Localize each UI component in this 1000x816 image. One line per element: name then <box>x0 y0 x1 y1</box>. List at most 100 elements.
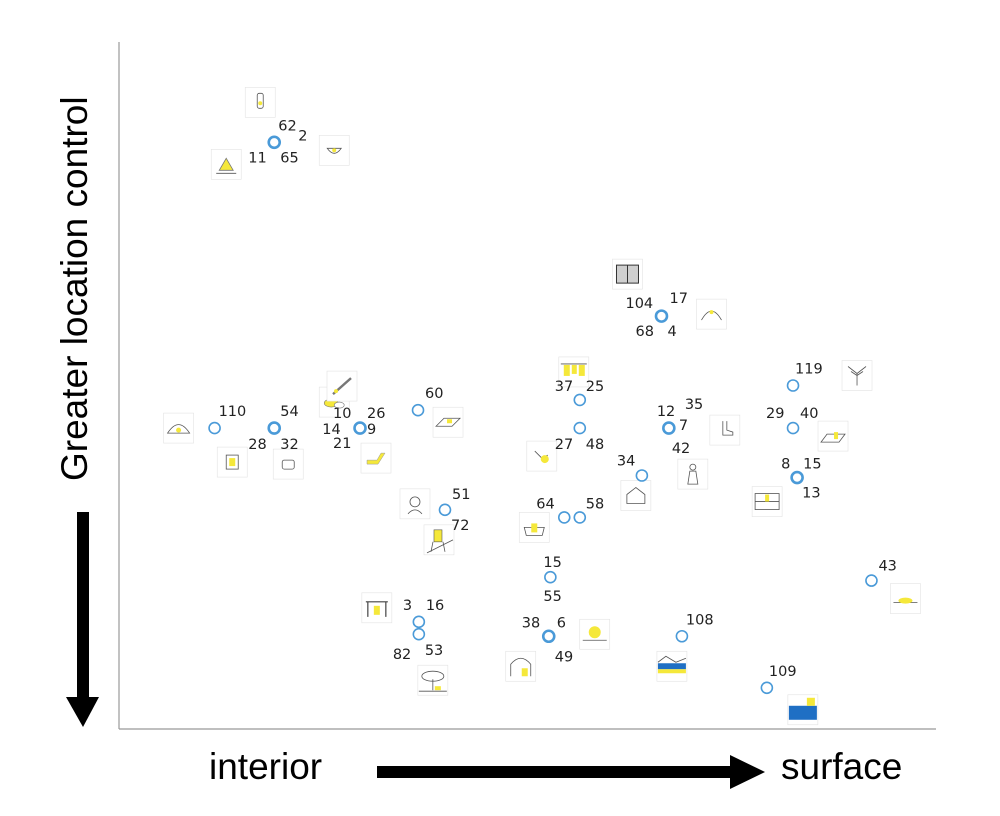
point-label: 21 <box>333 436 351 452</box>
data-point <box>544 570 557 584</box>
book-icon <box>612 258 643 290</box>
rug-icon <box>817 420 849 452</box>
bowl-icon <box>318 135 350 166</box>
house-icon <box>620 480 652 511</box>
point-label: 37 <box>555 379 573 395</box>
point-label: 53 <box>425 643 443 659</box>
point-label: 15 <box>803 457 821 473</box>
x-direction-arrow <box>377 755 765 789</box>
point-label: 13 <box>802 486 820 502</box>
point-label: 12 <box>657 404 675 420</box>
point-label: 109 <box>769 664 797 680</box>
data-point <box>865 574 878 587</box>
point-label: 49 <box>555 649 573 665</box>
plot-frame <box>118 42 936 730</box>
data-point <box>557 511 571 524</box>
point-label: 11 <box>248 150 266 166</box>
board-icon <box>432 406 464 438</box>
object-icons <box>163 87 921 726</box>
landscape-icon <box>656 650 688 682</box>
point-label: 55 <box>543 589 561 605</box>
point-label: 42 <box>672 441 690 457</box>
point-label: 108 <box>686 612 714 628</box>
flower-icon <box>526 440 558 472</box>
data-point <box>635 469 649 482</box>
point-label: 26 <box>367 406 385 422</box>
point-label: 3 <box>403 598 412 614</box>
data-point <box>267 421 282 435</box>
point-label: 82 <box>393 647 411 663</box>
point-label: 8 <box>781 457 790 473</box>
point-label: 9 <box>367 422 376 438</box>
data-point <box>760 681 774 695</box>
point-label: 54 <box>280 404 298 420</box>
point-label: 28 <box>248 437 266 453</box>
point-label: 51 <box>452 487 470 503</box>
point-label: 68 <box>635 324 653 340</box>
data-points <box>208 135 878 695</box>
beach-icon <box>890 583 921 614</box>
point-label: 6 <box>557 615 566 631</box>
x-axis-label-surface: surface <box>781 746 902 787</box>
data-point <box>790 470 804 485</box>
chair-icon <box>423 524 455 556</box>
point-label: 35 <box>685 397 703 413</box>
data-point <box>654 309 669 323</box>
point-label: 7 <box>679 418 688 434</box>
point-label: 64 <box>536 496 554 512</box>
point-label: 104 <box>625 296 653 312</box>
y-axis-label: Greater location control <box>54 96 95 481</box>
data-point <box>573 393 587 407</box>
data-point <box>573 421 587 435</box>
iron-icon <box>210 149 242 180</box>
data-point <box>438 503 452 517</box>
point-label: 14 <box>322 422 340 438</box>
tree-ground-icon <box>417 664 449 696</box>
data-point <box>208 421 221 435</box>
point-label: 60 <box>425 386 443 402</box>
data-point <box>412 627 426 641</box>
woman-icon <box>677 458 709 490</box>
bottle-icon <box>244 87 276 118</box>
data-point <box>786 379 800 392</box>
sea-icon <box>787 694 819 726</box>
data-point <box>786 421 800 435</box>
tree-icon <box>841 360 873 391</box>
bath-icon <box>518 512 550 543</box>
point-label: 15 <box>543 555 561 571</box>
frame-icon <box>216 446 248 478</box>
point-label: 119 <box>795 362 823 378</box>
point-label: 48 <box>586 437 604 453</box>
data-point <box>675 629 689 643</box>
point-label: 2 <box>298 128 307 144</box>
point-label: 110 <box>219 404 247 420</box>
point-label: 58 <box>586 496 604 512</box>
cup-icon <box>272 448 304 480</box>
shelf-icon <box>751 486 783 517</box>
point-label: 32 <box>280 437 298 453</box>
boot-icon <box>709 414 741 446</box>
data-point <box>541 629 556 644</box>
point-label: 29 <box>766 406 784 422</box>
data-point <box>412 615 426 629</box>
data-point <box>267 135 282 150</box>
knife-icon <box>326 370 358 402</box>
point-label: 40 <box>800 406 818 422</box>
curve-icon <box>696 298 727 330</box>
data-point <box>411 403 425 417</box>
point-label: 43 <box>878 559 896 575</box>
sun-icon <box>579 618 611 650</box>
point-label: 27 <box>555 437 573 453</box>
portrait-icon <box>399 488 431 520</box>
point-label: 16 <box>426 598 444 614</box>
point-label: 4 <box>667 324 676 340</box>
lamp-icon <box>163 412 194 444</box>
arch-icon <box>505 650 537 682</box>
point-label: 72 <box>451 518 469 534</box>
data-point <box>353 421 367 435</box>
point-label: 62 <box>278 118 296 134</box>
point-label: 25 <box>586 379 604 395</box>
point-label: 10 <box>333 406 351 422</box>
